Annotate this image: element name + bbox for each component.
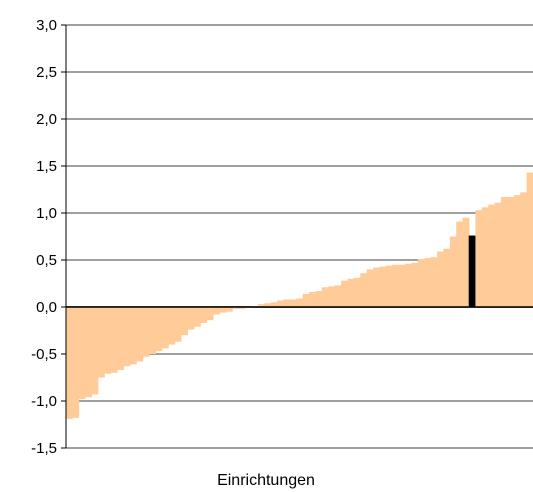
bar <box>424 258 432 307</box>
bar <box>309 291 316 307</box>
bar <box>91 307 99 395</box>
bar <box>411 262 419 307</box>
bar <box>353 277 361 307</box>
bar <box>129 307 137 365</box>
bar <box>117 307 124 370</box>
y-tick-label: 1,0 <box>36 205 57 222</box>
y-tick-label: 2,0 <box>36 111 57 128</box>
bars <box>66 172 533 419</box>
bar <box>405 263 412 307</box>
bar <box>257 304 265 307</box>
bar <box>168 307 176 345</box>
y-tick-label: 3,0 <box>36 17 57 34</box>
bar <box>72 307 80 418</box>
bar <box>494 202 502 307</box>
bar <box>501 197 508 307</box>
bar <box>347 278 355 307</box>
bar <box>360 273 368 307</box>
highlight-bar <box>468 235 477 307</box>
bar <box>270 302 278 307</box>
bar <box>334 285 342 307</box>
bar <box>283 299 291 307</box>
y-tick-labels: 3,0 2,5 2,0 1,5 1,0 0,5 0,0 -0,5 -1,0 -1,5 <box>31 17 57 457</box>
bar <box>181 307 188 336</box>
bar <box>443 248 451 307</box>
bar <box>392 264 400 307</box>
axes <box>61 24 533 449</box>
y-tick-label: 0,5 <box>36 252 57 269</box>
y-tick-label: -1,5 <box>31 440 57 457</box>
bar <box>78 307 86 400</box>
bar <box>373 267 380 307</box>
bar <box>513 195 521 307</box>
bar <box>385 265 393 307</box>
bar <box>526 172 533 307</box>
bar <box>206 307 214 321</box>
bar <box>104 307 112 374</box>
bar <box>238 307 246 309</box>
y-tick-label: -1,0 <box>31 393 57 410</box>
bar <box>225 307 233 312</box>
y-tick-label: 0,0 <box>36 299 57 316</box>
bar <box>110 307 118 373</box>
bar <box>123 307 131 367</box>
x-axis-title: Einrichtungen <box>217 472 315 489</box>
bar <box>462 217 470 307</box>
bar <box>488 204 496 307</box>
bar <box>379 266 387 307</box>
bar <box>264 303 272 307</box>
bar <box>321 287 329 307</box>
bar <box>232 307 240 309</box>
y-tick-label: -0,5 <box>31 346 57 363</box>
bar <box>193 307 201 327</box>
bar <box>417 259 425 307</box>
bar <box>187 307 195 330</box>
bar <box>475 210 483 307</box>
bar <box>430 257 438 307</box>
bar <box>174 307 182 342</box>
bar <box>449 236 457 307</box>
bar <box>155 307 163 352</box>
y-tick-label: 2,5 <box>36 64 57 81</box>
bar <box>200 307 208 323</box>
bar <box>366 269 374 307</box>
bar <box>136 307 144 362</box>
bar <box>213 307 220 315</box>
bar <box>161 307 169 349</box>
bar <box>398 264 406 307</box>
bar <box>66 307 73 419</box>
bar <box>277 300 284 307</box>
bar <box>507 197 515 307</box>
bar <box>85 307 92 398</box>
bar <box>481 207 489 307</box>
bar <box>456 221 464 307</box>
bar <box>296 298 304 307</box>
y-tick-label: 1,5 <box>36 158 57 175</box>
bar <box>328 286 336 307</box>
bar <box>219 307 227 313</box>
bar <box>520 192 528 307</box>
bar <box>315 291 323 307</box>
bar <box>149 307 156 354</box>
bar <box>341 280 348 307</box>
bar <box>142 307 150 357</box>
bar <box>289 299 297 307</box>
bar <box>437 251 444 307</box>
bar <box>302 293 310 307</box>
bar <box>97 307 105 378</box>
